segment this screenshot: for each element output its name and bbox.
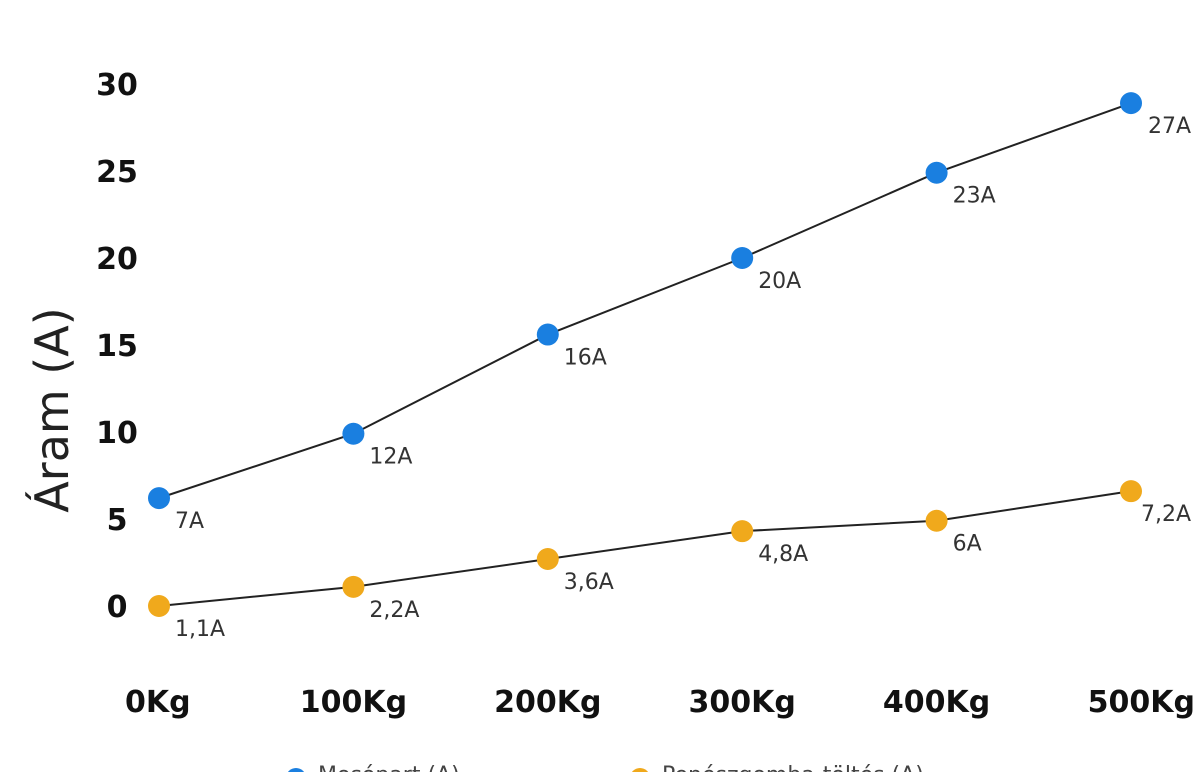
- legend: Mosópart (A) Penészgomba-töltés (A): [288, 763, 924, 772]
- data-point: [148, 595, 170, 617]
- data-point: [148, 487, 170, 510]
- data-label: 6A: [953, 532, 982, 557]
- x-tick-label: 100Kg: [300, 685, 407, 720]
- y-tick-label: 20: [96, 242, 138, 277]
- legend-label: Penészgomba-töltés (A): [662, 763, 924, 772]
- data-point: [536, 548, 559, 571]
- y-axis-label: Áram (A): [25, 307, 79, 512]
- data-point: [1120, 480, 1142, 503]
- data-labels: 7A 12A 16A 20A 23A 27A 1,1A 2,2A 3,6A 4,8A 6A 7,2A: [175, 114, 1191, 642]
- y-tick-label: 30: [96, 68, 138, 103]
- data-label: 1,1A: [175, 617, 225, 642]
- y-axis-ticks: 0 5 10 15 20 25 30: [96, 68, 138, 625]
- y-tick-label: 15: [96, 329, 138, 364]
- data-label: 23A: [953, 184, 996, 209]
- x-tick-label: 300Kg: [689, 685, 796, 720]
- y-tick-label: 0: [107, 590, 128, 625]
- data-label: 2,2A: [369, 598, 419, 623]
- data-point: [731, 247, 754, 269]
- data-label: 27A: [1148, 114, 1191, 139]
- legend-label: Mosópart (A): [318, 763, 460, 772]
- data-point: [342, 422, 365, 445]
- data-label: 3,6A: [564, 570, 614, 595]
- series-lines: [158, 102, 1132, 607]
- x-tick-label: 400Kg: [883, 685, 990, 720]
- data-point: [536, 323, 559, 346]
- data-label: 16A: [564, 346, 607, 371]
- x-tick-label: 500Kg: [1088, 685, 1195, 720]
- y-tick-label: 25: [96, 155, 138, 190]
- series-points: [148, 92, 1142, 617]
- data-point: [925, 161, 948, 184]
- x-axis-ticks: 0Kg 100Kg 200Kg 300Kg 400Kg 500Kg: [125, 685, 1195, 720]
- data-label: 20A: [758, 269, 801, 294]
- series-line-0: [158, 102, 1132, 500]
- data-label: 4,8A: [758, 542, 808, 567]
- data-point: [1120, 92, 1142, 115]
- data-point: [925, 509, 948, 532]
- data-label: 12A: [369, 445, 412, 470]
- data-point: [731, 520, 754, 543]
- y-tick-label: 5: [107, 503, 128, 538]
- data-label: 7,2A: [1141, 502, 1191, 527]
- legend-marker: [632, 768, 648, 772]
- x-tick-label: 200Kg: [494, 685, 601, 720]
- y-tick-label: 10: [96, 416, 138, 451]
- x-tick-label: 0Kg: [125, 685, 191, 720]
- data-label: 7A: [175, 509, 204, 534]
- data-point: [342, 575, 365, 598]
- series-line-1: [158, 490, 1132, 607]
- legend-marker: [288, 768, 304, 772]
